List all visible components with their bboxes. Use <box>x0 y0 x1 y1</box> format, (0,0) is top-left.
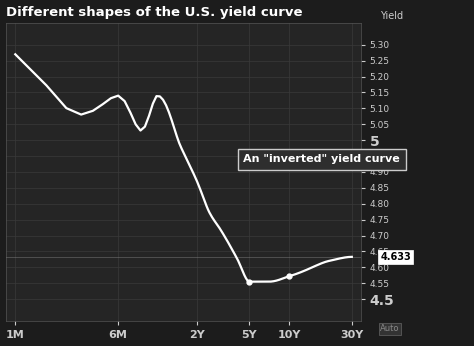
Text: Auto: Auto <box>380 325 400 334</box>
Text: An "inverted" yield curve: An "inverted" yield curve <box>244 154 400 164</box>
Text: Yield: Yield <box>380 11 403 21</box>
Text: 4.633: 4.633 <box>380 252 411 262</box>
Text: Different shapes of the U.S. yield curve: Different shapes of the U.S. yield curve <box>6 6 302 19</box>
